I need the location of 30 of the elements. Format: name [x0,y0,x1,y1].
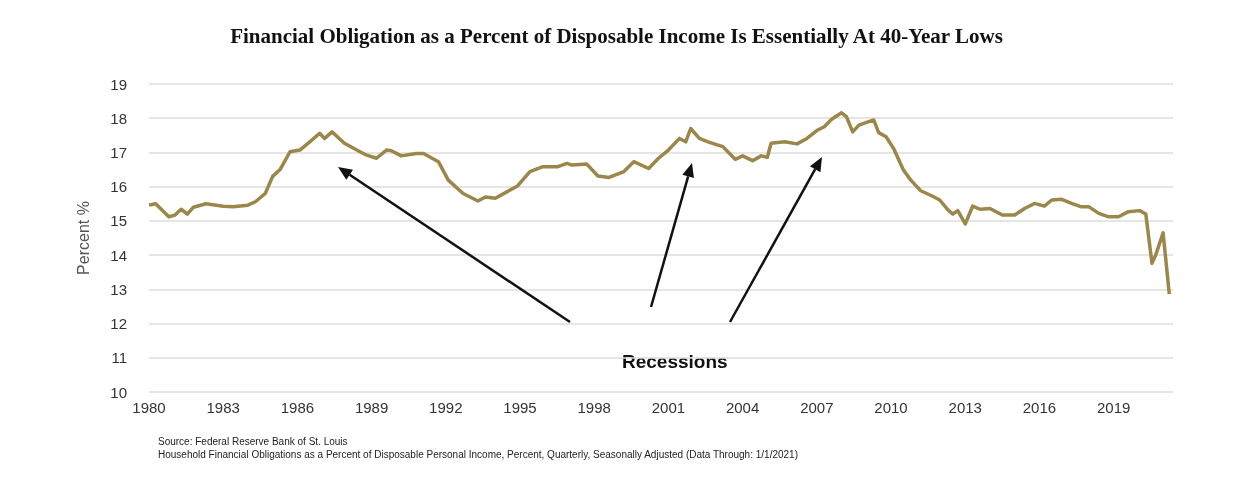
x-tick-label: 1986 [280,399,315,416]
y-tick-label: 11 [111,349,127,367]
x-tick-label: 2016 [1022,399,1057,416]
x-tick-label: 1995 [503,399,537,416]
y-axis-title: Percent % [74,201,92,275]
y-tick-label: 12 [110,315,127,333]
x-tick-label: 2004 [725,399,760,416]
y-tick-label: 14 [110,246,127,264]
x-tick-label: 2019 [1096,399,1131,416]
y-tick-label: 13 [110,280,127,298]
x-tick-label: 1998 [577,399,611,416]
x-tick-label: 1980 [132,399,166,416]
line-series [147,111,1172,296]
y-tick-label: 15 [110,212,127,230]
x-tick-label: 1992 [429,399,463,416]
x-tick-label: 2007 [800,399,834,416]
x-tick-label: 2001 [651,399,686,416]
y-tick-label: 19 [110,75,127,93]
chart-title: Financial Obligation as a Percent of Disposable Income Is Essentially At 40-Year Lows [230,23,1003,48]
source-note: Source: Federal Reserve Bank of St. Louis [158,435,348,447]
y-tick-label: 18 [110,109,127,127]
annotation: Recessions [622,351,728,372]
y-tick-label: 17 [110,143,127,161]
y-tick-label: 10 [110,383,127,401]
x-tick-label: 2013 [948,399,982,416]
x-tick-label: 1983 [206,399,240,416]
text: Household Financial Obligations as a Percent of Disposable Personal Income, Percent, Quarterly, Seasonally Adjusted (Data Through: 1/1/2021) [158,448,798,460]
x-tick-label: 1989 [354,399,389,416]
x-tick-label: 2010 [874,399,908,416]
y-tick-label: 16 [110,178,127,196]
